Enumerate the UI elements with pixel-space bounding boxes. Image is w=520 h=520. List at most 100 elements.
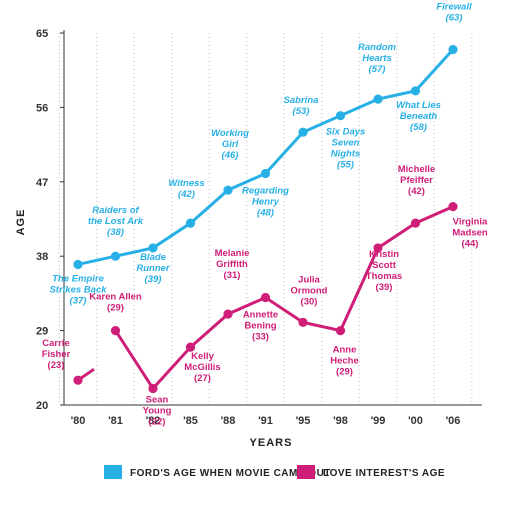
data-point: [73, 375, 83, 385]
label-line: (48): [257, 208, 274, 219]
label-line: Carrie: [42, 338, 69, 349]
love-interest-label: Karen Allen (29): [89, 292, 142, 314]
love-interest-label: Julia Ormond (30): [291, 274, 328, 307]
label-line: Beneath: [400, 111, 438, 122]
love-interest-label: Annette Bening (33): [243, 310, 278, 343]
data-point: [185, 218, 196, 228]
label-line: Six Days: [326, 127, 366, 138]
data-point: [110, 251, 121, 261]
data-point: [298, 317, 308, 327]
y-tick-labels: 20 29 38 47 56 65: [36, 28, 64, 412]
data-point: [148, 243, 158, 253]
label-line: What Lies: [396, 100, 441, 111]
label-line: The Empire: [52, 273, 104, 284]
love-interest-label: Kristin Scott Thomas (39): [366, 249, 402, 293]
label-line: (53): [293, 106, 310, 117]
label-line: Pfeiffer: [400, 175, 433, 186]
series-line: [114, 205, 454, 391]
label-line: Henry: [252, 197, 280, 208]
data-point: [335, 111, 346, 121]
data-point: [448, 44, 458, 55]
annotations: The Empire Strikes Back (37) Raiders of the …: [42, 2, 488, 428]
data-point: [335, 326, 346, 336]
label-line: Runner: [136, 263, 171, 274]
y-tick-label: 56: [36, 102, 48, 114]
ford-movie-label: Firewall (63): [436, 2, 472, 24]
legend-label: FORD'S AGE WHEN MOVIE CAME OUT: [130, 468, 331, 479]
ford-movie-label: The Empire Strikes Back (37): [49, 273, 107, 306]
ford-movie-label: Working Girl (46): [211, 128, 249, 161]
x-tick-label: '82: [146, 415, 161, 427]
label-line: (39): [145, 274, 162, 285]
label-line: Bening: [244, 321, 276, 332]
x-tick-label: '81: [108, 415, 123, 427]
ford-movie-label: Raiders of the Lost Ark (38): [88, 205, 144, 238]
label-line: Random: [358, 42, 397, 53]
label-line: (57): [369, 64, 386, 75]
label-line: (29): [107, 303, 124, 314]
ford-movie-label: Random Hearts (57): [358, 42, 397, 75]
label-line: the Lost Ark: [88, 216, 144, 227]
label-line: Regarding: [242, 186, 289, 197]
label-line: Scott: [372, 260, 397, 271]
love-interest-label: Melanie Griffith (31): [215, 248, 250, 281]
label-line: Raiders of: [92, 205, 139, 216]
love-interest-label: Carrie Fisher (23): [42, 338, 71, 371]
label-line: (31): [224, 270, 241, 281]
label-line: Seven: [332, 138, 360, 149]
legend-swatch: [297, 465, 315, 479]
data-point: [298, 127, 308, 137]
love-interest-label: Sean Young (22): [143, 394, 172, 427]
axes: [63, 30, 482, 406]
data-point: [260, 168, 271, 179]
y-tick-label: 47: [36, 177, 48, 189]
ford-movie-label: What Lies Beneath (58): [396, 100, 441, 133]
data-point: [223, 309, 233, 319]
label-line: (22): [149, 416, 166, 427]
label-line: Julia: [298, 274, 320, 285]
series-love-interest: [73, 202, 458, 394]
series-ford: [73, 44, 458, 270]
label-line: Kelly: [191, 351, 214, 362]
label-line: Heche: [330, 356, 359, 367]
data-point: [448, 202, 458, 212]
x-tick-labels: '80 '81 '82 '85 '88 '91 '95 '98 '99 '00 '06: [71, 415, 461, 427]
x-tick-label: '85: [183, 415, 198, 427]
label-line: (38): [107, 227, 124, 238]
ford-movie-label: Regarding Henry (48): [242, 186, 289, 219]
label-line: Karen Allen: [89, 292, 142, 303]
love-interest-label: Virginia Madsen (44): [452, 217, 488, 250]
label-line: Witness: [168, 178, 204, 189]
label-line: (42): [408, 186, 425, 197]
love-interest-label: Kelly McGillis (27): [184, 351, 220, 384]
series-group: [73, 44, 458, 394]
label-line: Sabrina: [284, 95, 319, 106]
label-line: Melanie: [215, 248, 250, 259]
label-line: (33): [252, 332, 269, 343]
x-tick-label: '88: [221, 415, 236, 427]
data-point: [223, 185, 233, 195]
label-line: (37): [70, 295, 87, 306]
label-line: (42): [178, 189, 195, 200]
label-line: Ormond: [291, 285, 328, 296]
label-line: (46): [222, 150, 239, 161]
label-line: (55): [337, 160, 354, 171]
ford-movie-label: Witness (42): [168, 178, 204, 200]
label-line: Michelle: [398, 164, 436, 175]
data-point: [148, 383, 158, 394]
label-line: Griffith: [216, 259, 248, 270]
label-line: Nights: [331, 149, 361, 160]
label-line: (23): [48, 360, 65, 371]
label-line: (27): [194, 373, 211, 384]
label-line: Blade: [140, 252, 167, 263]
data-point: [110, 326, 121, 336]
data-point: [185, 342, 196, 352]
label-line: (39): [376, 282, 393, 293]
x-tick-label: '98: [333, 415, 348, 427]
ford-movie-label: Blade Runner (39): [136, 252, 171, 285]
label-line: Girl: [222, 139, 239, 150]
label-line: Anne: [333, 345, 357, 356]
label-line: Madsen: [452, 228, 488, 239]
legend-swatch: [104, 465, 122, 479]
